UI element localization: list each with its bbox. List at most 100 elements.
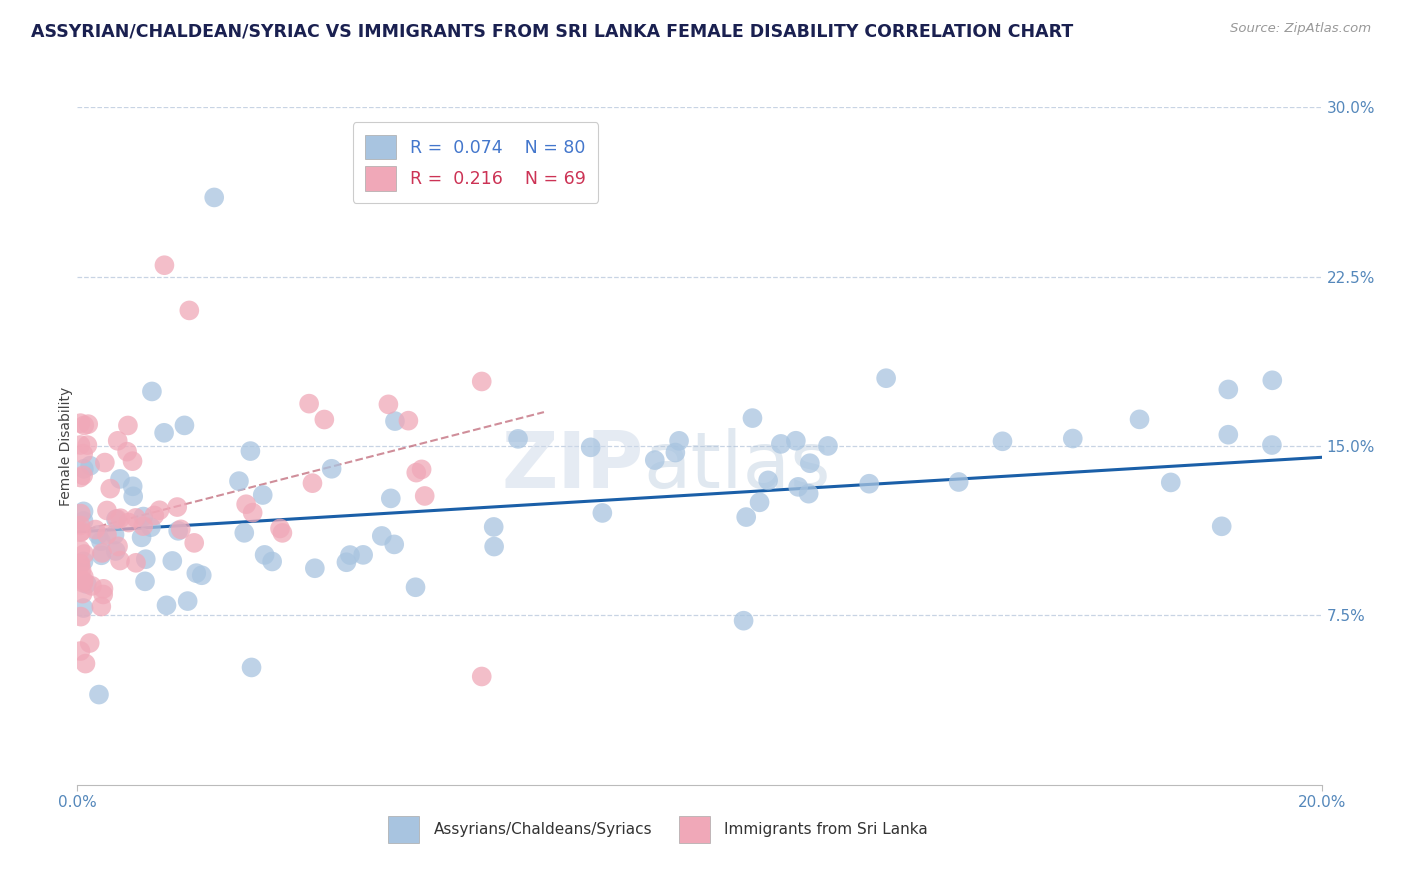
- Point: [1261, 438, 1284, 452]
- Point: [748, 495, 770, 509]
- Point: [191, 568, 214, 582]
- Point: [817, 439, 839, 453]
- Point: [69, 438, 91, 452]
- Point: [298, 397, 321, 411]
- Point: [69, 644, 91, 658]
- Point: [107, 434, 129, 448]
- Point: [787, 480, 810, 494]
- Point: [413, 489, 436, 503]
- Point: [769, 437, 792, 451]
- Point: [252, 488, 274, 502]
- Point: [69, 470, 91, 484]
- Text: ASSYRIAN/CHALDEAN/SYRIAC VS IMMIGRANTS FROM SRI LANKA FEMALE DISABILITY CORRELAT: ASSYRIAN/CHALDEAN/SYRIAC VS IMMIGRANTS F…: [31, 22, 1073, 40]
- Point: [121, 454, 143, 468]
- Point: [110, 511, 132, 525]
- Point: [591, 506, 613, 520]
- Point: [155, 599, 177, 613]
- Point: [73, 418, 96, 433]
- Point: [91, 587, 114, 601]
- Point: [1211, 519, 1233, 533]
- Point: [242, 506, 264, 520]
- Point: [72, 554, 94, 568]
- Point: [69, 542, 91, 557]
- Point: [80, 579, 103, 593]
- Y-axis label: Female Disability: Female Disability: [59, 386, 73, 506]
- Point: [271, 525, 294, 540]
- Point: [73, 569, 96, 583]
- Point: [103, 527, 125, 541]
- Point: [79, 458, 101, 473]
- Point: [108, 553, 131, 567]
- Point: [125, 511, 148, 525]
- Point: [228, 474, 250, 488]
- Point: [1218, 383, 1240, 397]
- Point: [335, 555, 357, 569]
- Point: [1062, 432, 1084, 446]
- Point: [384, 414, 406, 428]
- Point: [76, 577, 98, 591]
- Point: [377, 397, 399, 411]
- Point: [321, 462, 343, 476]
- Point: [405, 580, 427, 594]
- Point: [741, 411, 763, 425]
- Point: [396, 414, 419, 428]
- Point: [506, 432, 529, 446]
- Point: [183, 536, 205, 550]
- Point: [352, 548, 374, 562]
- Point: [77, 417, 100, 431]
- Point: [72, 504, 94, 518]
- Point: [153, 425, 176, 440]
- Point: [72, 468, 94, 483]
- Text: Source: ZipAtlas.com: Source: ZipAtlas.com: [1230, 22, 1371, 36]
- Point: [90, 534, 112, 549]
- Point: [799, 456, 821, 470]
- Point: [411, 462, 433, 476]
- Point: [785, 434, 807, 448]
- Point: [98, 482, 121, 496]
- Point: [179, 303, 201, 318]
- Point: [1261, 373, 1284, 387]
- Text: Assyrians/Chaldeans/Syriacs: Assyrians/Chaldeans/Syriacs: [433, 822, 652, 837]
- Point: [87, 528, 110, 542]
- Legend: R =  0.074    N = 80, R =  0.216    N = 69: R = 0.074 N = 80, R = 0.216 N = 69: [353, 122, 598, 202]
- Point: [93, 582, 115, 596]
- Point: [301, 476, 323, 491]
- Point: [948, 475, 970, 489]
- Point: [69, 558, 91, 572]
- Point: [239, 444, 262, 458]
- Point: [382, 537, 405, 551]
- Point: [104, 512, 127, 526]
- Point: [735, 510, 758, 524]
- Point: [482, 540, 505, 554]
- Point: [72, 601, 94, 615]
- Point: [72, 514, 94, 528]
- Point: [107, 539, 129, 553]
- Point: [104, 544, 127, 558]
- Point: [69, 416, 91, 430]
- Point: [105, 512, 128, 526]
- Point: [148, 503, 170, 517]
- Point: [304, 561, 326, 575]
- Point: [269, 521, 291, 535]
- Point: [380, 491, 402, 506]
- Point: [405, 466, 427, 480]
- Point: [991, 434, 1014, 449]
- Point: [170, 522, 193, 536]
- Point: [69, 507, 91, 521]
- Point: [143, 508, 166, 523]
- Point: [69, 609, 91, 624]
- Point: [69, 518, 91, 533]
- Point: [70, 524, 93, 539]
- Point: [72, 574, 94, 588]
- Point: [314, 412, 336, 426]
- Point: [176, 594, 198, 608]
- Point: [166, 500, 188, 514]
- Point: [482, 520, 505, 534]
- Point: [94, 456, 117, 470]
- Point: [202, 190, 225, 204]
- Point: [664, 445, 686, 459]
- Point: [644, 453, 666, 467]
- Point: [91, 546, 114, 560]
- Point: [153, 258, 176, 272]
- Point: [167, 524, 190, 538]
